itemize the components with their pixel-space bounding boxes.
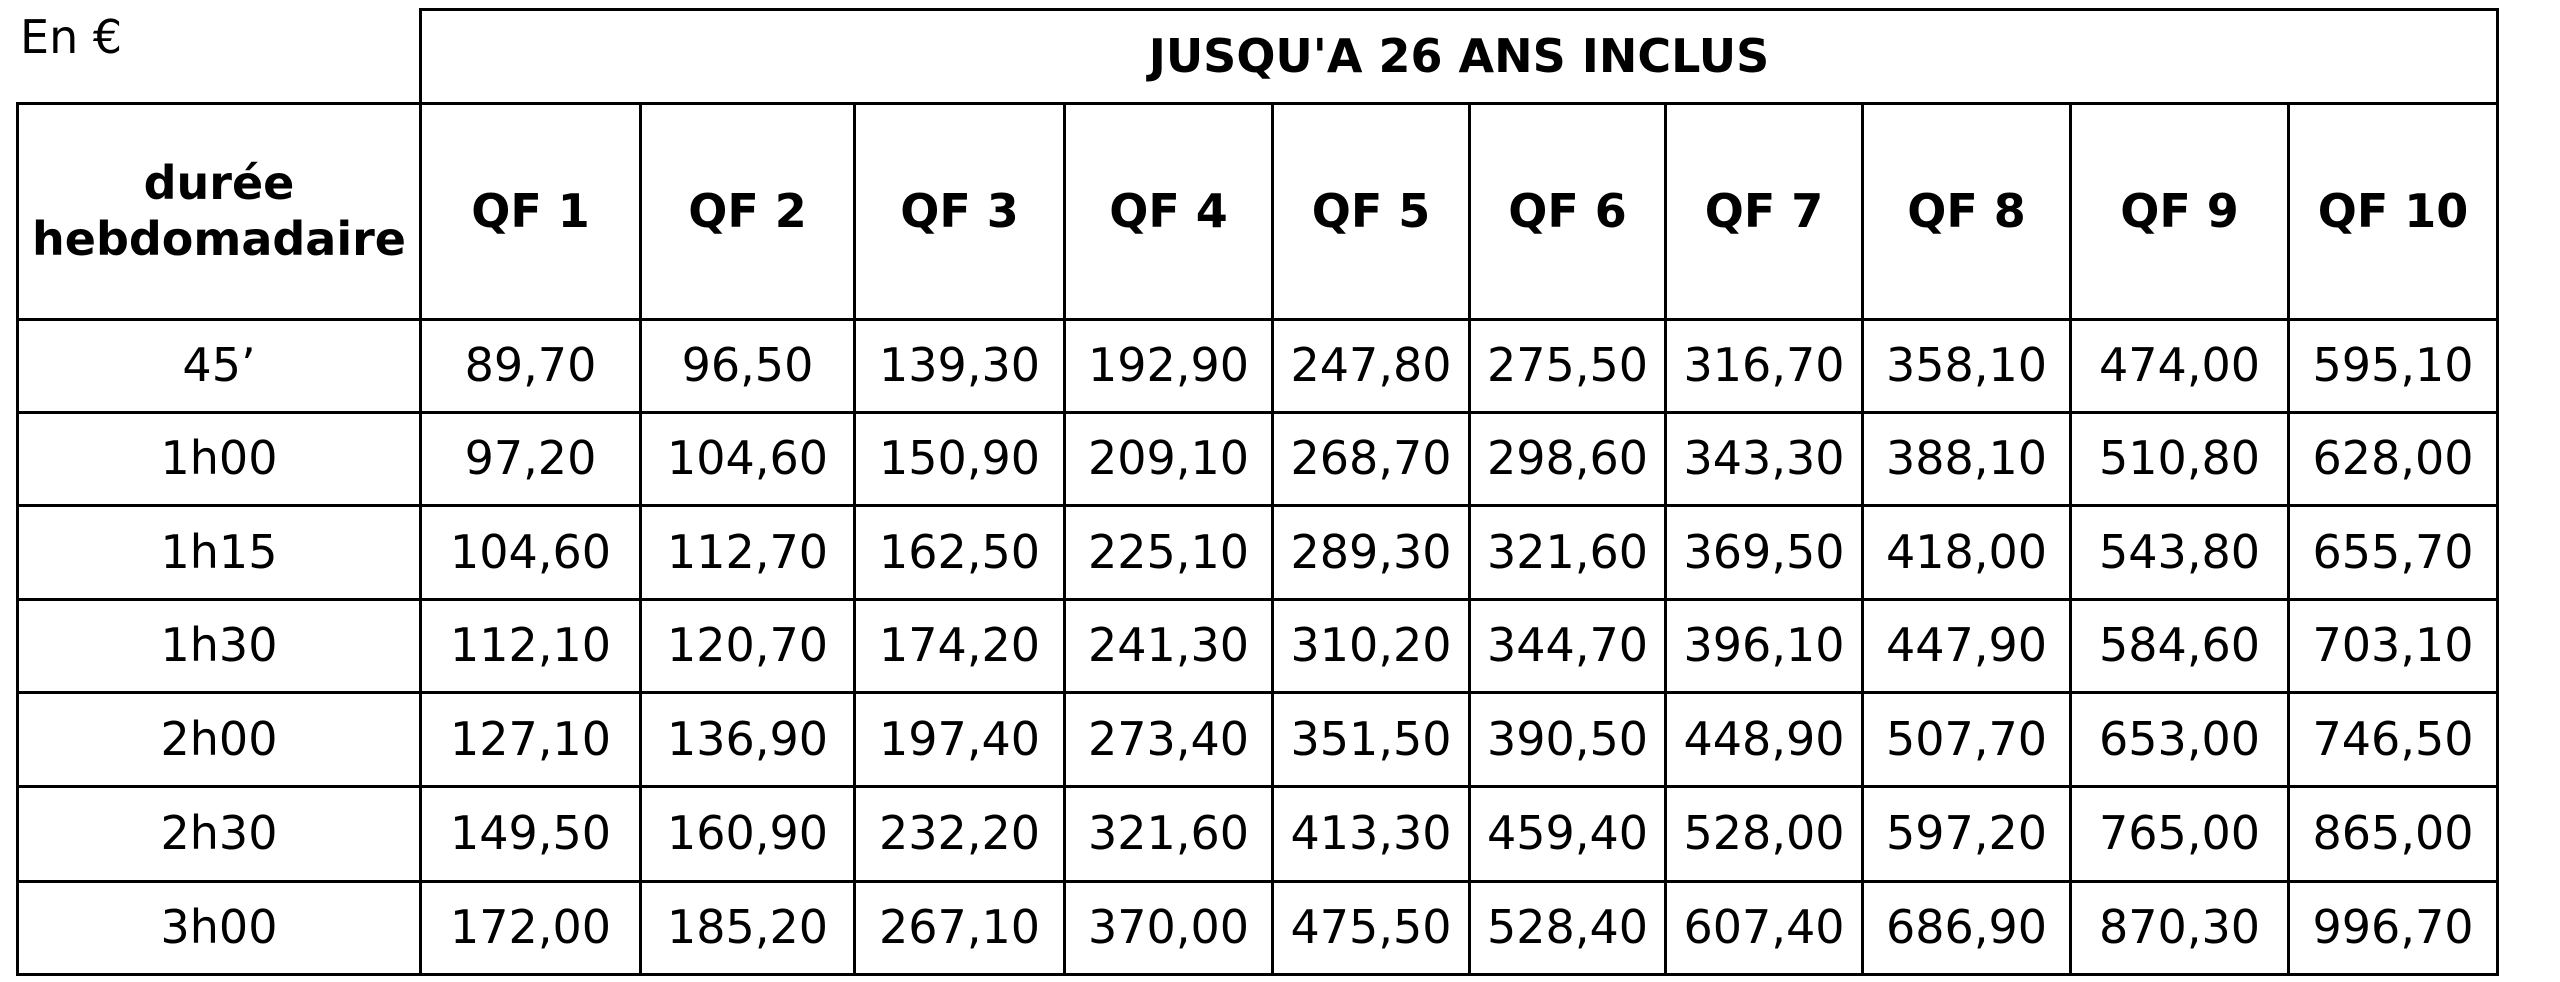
price-cell: 298,60 [1468,411,1667,507]
column-header: QF 2 [639,102,856,321]
price-cell: 765,00 [2069,785,2290,883]
column-header: QF 7 [1664,102,1864,321]
row-label: 1h00 [16,411,422,507]
price-cell: 112,10 [419,598,642,694]
price-cell: 162,50 [853,504,1066,601]
price-cell: 653,00 [2069,691,2290,788]
price-cell: 316,70 [1664,318,1864,414]
price-cell: 655,70 [2287,504,2499,601]
price-cell: 160,90 [639,785,856,883]
price-cell: 120,70 [639,598,856,694]
price-cell: 474,00 [2069,318,2290,414]
price-cell: 104,60 [419,504,642,601]
price-cell: 447,90 [1861,598,2072,694]
price-cell: 310,20 [1271,598,1471,694]
price-cell: 703,10 [2287,598,2499,694]
price-cell: 321,60 [1468,504,1667,601]
price-cell: 273,40 [1063,691,1274,788]
unit-label: En € [20,10,123,64]
price-cell: 686,90 [1861,880,2072,976]
price-cell: 370,00 [1063,880,1274,976]
price-cell: 543,80 [2069,504,2290,601]
price-cell: 150,90 [853,411,1066,507]
column-header: QF 4 [1063,102,1274,321]
price-cell: 448,90 [1664,691,1864,788]
price-cell: 390,50 [1468,691,1667,788]
price-cell: 139,30 [853,318,1066,414]
price-cell: 418,00 [1861,504,2072,601]
price-cell: 268,70 [1271,411,1471,507]
row-label: 2h00 [16,691,422,788]
price-cell: 127,10 [419,691,642,788]
price-cell: 595,10 [2287,318,2499,414]
price-cell: 459,40 [1468,785,1667,883]
price-cell: 475,50 [1271,880,1471,976]
price-cell: 358,10 [1861,318,2072,414]
row-label: 1h30 [16,598,422,694]
price-cell: 172,00 [419,880,642,976]
table-title: JUSQU'A 26 ANS INCLUS [419,8,2499,105]
row-label: 45’ [16,318,422,414]
row-label: 1h15 [16,504,422,601]
price-cell: 275,50 [1468,318,1667,414]
price-cell: 344,70 [1468,598,1667,694]
price-cell: 388,10 [1861,411,2072,507]
price-cell: 241,30 [1063,598,1274,694]
price-cell: 343,30 [1664,411,1864,507]
price-cell: 247,80 [1271,318,1471,414]
price-cell: 289,30 [1271,504,1471,601]
price-cell: 97,20 [419,411,642,507]
price-cell: 996,70 [2287,880,2499,976]
price-cell: 149,50 [419,785,642,883]
row-label: 2h30 [16,785,422,883]
price-cell: 104,60 [639,411,856,507]
price-cell: 185,20 [639,880,856,976]
column-header: QF 10 [2287,102,2499,321]
column-header: QF 8 [1861,102,2072,321]
price-cell: 628,00 [2287,411,2499,507]
price-cell: 584,60 [2069,598,2290,694]
price-cell: 870,30 [2069,880,2290,976]
price-cell: 209,10 [1063,411,1274,507]
price-cell: 865,00 [2287,785,2499,883]
price-cell: 369,50 [1664,504,1864,601]
price-cell: 528,00 [1664,785,1864,883]
column-header: QF 6 [1468,102,1667,321]
price-cell: 192,90 [1063,318,1274,414]
price-cell: 267,10 [853,880,1066,976]
price-cell: 136,90 [639,691,856,788]
price-cell: 413,30 [1271,785,1471,883]
price-cell: 396,10 [1664,598,1864,694]
price-cell: 197,40 [853,691,1066,788]
column-header: QF 9 [2069,102,2290,321]
price-cell: 321,60 [1063,785,1274,883]
price-cell: 112,70 [639,504,856,601]
price-cell: 96,50 [639,318,856,414]
price-cell: 597,20 [1861,785,2072,883]
price-cell: 232,20 [853,785,1066,883]
price-cell: 528,40 [1468,880,1667,976]
price-cell: 507,70 [1861,691,2072,788]
row-header: durée hebdomadaire [16,102,422,321]
price-cell: 607,40 [1664,880,1864,976]
price-cell: 351,50 [1271,691,1471,788]
column-header: QF 1 [419,102,642,321]
row-label: 3h00 [16,880,422,976]
price-cell: 174,20 [853,598,1066,694]
price-cell: 225,10 [1063,504,1274,601]
price-cell: 746,50 [2287,691,2499,788]
price-cell: 510,80 [2069,411,2290,507]
column-header: QF 5 [1271,102,1471,321]
price-cell: 89,70 [419,318,642,414]
column-header: QF 3 [853,102,1066,321]
